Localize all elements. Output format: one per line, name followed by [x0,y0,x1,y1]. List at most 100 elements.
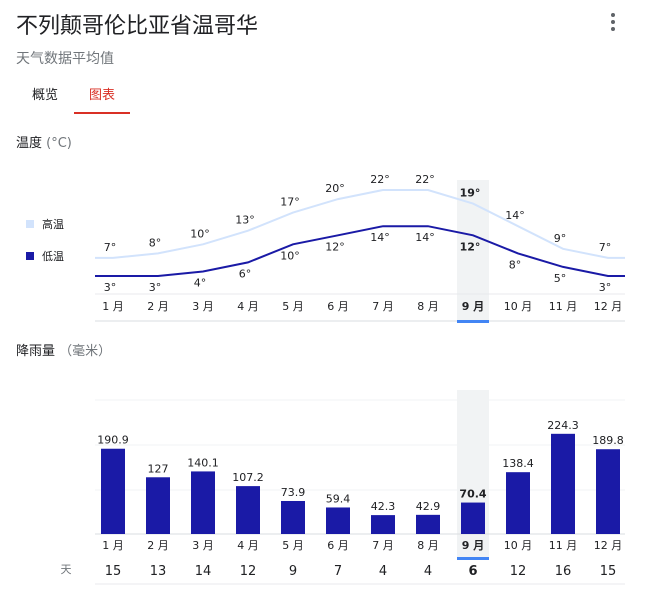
data-label-rain: 59.4 [326,492,351,505]
x-tick-label: 6 月 [327,300,349,313]
rain-days-value: 15 [105,564,122,579]
data-label-low: 8° [509,258,522,271]
x-tick-label: 6 月 [327,539,349,552]
series-line-high [95,189,625,259]
x-tick-label: 12 月 [594,300,623,313]
rain-days-value: 12 [240,564,257,579]
temperature-section-title: 温度 (°C) [16,132,72,151]
temperature-title: 温度 [16,136,43,151]
data-label-rain: 189.8 [592,434,624,447]
data-label-rain: 138.4 [502,457,534,470]
legend-high-label: 高温 [42,218,64,231]
rain-section-title: 降雨量 （毫米） [16,340,111,359]
data-label-rain: 42.3 [371,500,396,513]
temperature-chart: 7° 8° 10° 13° 17° 20° 22° 22° 19° 14° 9° 7° 3° 3° 4° 6°… [95,173,625,323]
data-label-rain: 140.1 [187,456,219,469]
rain-bar [596,449,620,534]
data-label-rain: 73.9 [281,486,306,499]
x-tick-label: 3 月 [192,539,214,552]
data-label-high: 8° [149,236,162,249]
data-label-high: 9° [554,232,567,245]
legend-low: 低温 [26,248,64,264]
selected-month-marker [457,320,489,323]
x-tick-label: 10 月 [504,539,533,552]
rain-days-value: 13 [150,564,167,579]
data-label-low: 3° [149,281,162,294]
rain-days-value: 14 [195,564,212,579]
rain-bar [146,477,170,534]
series-line-low [95,225,625,277]
data-label-high: 17° [280,196,300,209]
x-tick-label: 10 月 [504,300,533,313]
rain-bar [461,502,485,534]
data-label-low: 14° [415,231,435,244]
tab-overview[interactable]: 概览 [31,88,58,103]
x-tick-label: 4 月 [237,539,259,552]
data-label-high: 22° [415,173,435,186]
x-tick-label: 5 月 [282,300,304,313]
data-label-low: 10° [280,249,300,262]
x-tick-label: 3 月 [192,300,214,313]
data-label-rain: 70.4 [459,488,486,501]
data-label-low: 12° [460,240,481,253]
rain-days-value: 16 [555,564,572,579]
data-label-high: 10° [190,227,210,240]
rain-days-value: 12 [510,564,527,579]
data-label-high: 13° [235,214,255,227]
x-tick-label: 1 月 [102,300,124,313]
days-row-label: 天 [61,563,72,576]
x-tick-label: 9 月 [462,300,484,313]
rain-days-value: 4 [379,564,387,579]
data-label-high: 7° [599,241,612,254]
data-label-low: 14° [370,231,390,244]
legend-high: 高温 [26,216,64,232]
rain-days-value: 7 [334,564,342,579]
rain-bar [236,486,260,534]
tab-charts[interactable]: 图表 [88,88,115,103]
rain-bar [416,514,440,534]
active-tab-indicator [74,112,130,114]
rain-unit: （毫米） [59,344,112,359]
data-label-high: 22° [370,173,390,186]
selected-month-marker [457,557,489,560]
rain-title: 降雨量 [16,344,56,359]
rain-bar [191,471,215,534]
x-tick-label: 11 月 [549,300,578,313]
data-label-high: 19° [460,187,481,200]
x-tick-label: 8 月 [417,539,439,552]
x-tick-label: 1 月 [102,539,124,552]
data-label-rain: 224.3 [547,419,579,432]
data-label-high: 14° [505,209,525,222]
data-label-low: 4° [194,276,207,289]
rain-bar [101,448,125,534]
legend-low-swatch [26,252,34,260]
rain-days-value: 6 [468,564,477,579]
data-label-rain: 190.9 [97,434,129,447]
x-tick-label: 7 月 [372,300,394,313]
rain-bar [326,507,350,534]
data-label-low: 12° [325,240,345,253]
rain-bar [551,433,575,534]
legend-high-swatch [26,220,34,228]
data-label-rain: 127 [148,462,169,475]
x-tick-label: 12 月 [594,539,623,552]
page-title: 不列颠哥伦比亚省温哥华 [16,14,259,39]
data-label-high: 20° [325,182,345,195]
data-label-high: 7° [104,241,117,254]
page-subtitle: 天气数据平均值 [16,51,114,67]
rain-days-value: 9 [289,564,297,579]
rain-bar [371,515,395,534]
x-tick-label: 8 月 [417,300,439,313]
temperature-unit: (°C) [46,136,72,151]
more-options-icon[interactable] [604,10,622,34]
legend-low-label: 低温 [42,250,64,263]
data-label-low: 6° [239,267,252,280]
rain-days-value: 4 [424,564,432,579]
x-tick-label: 2 月 [147,539,169,552]
x-tick-label: 4 月 [237,300,259,313]
data-label-rain: 42.9 [416,500,441,513]
x-tick-label: 9 月 [462,539,484,552]
x-tick-label: 2 月 [147,300,169,313]
x-tick-label: 5 月 [282,539,304,552]
